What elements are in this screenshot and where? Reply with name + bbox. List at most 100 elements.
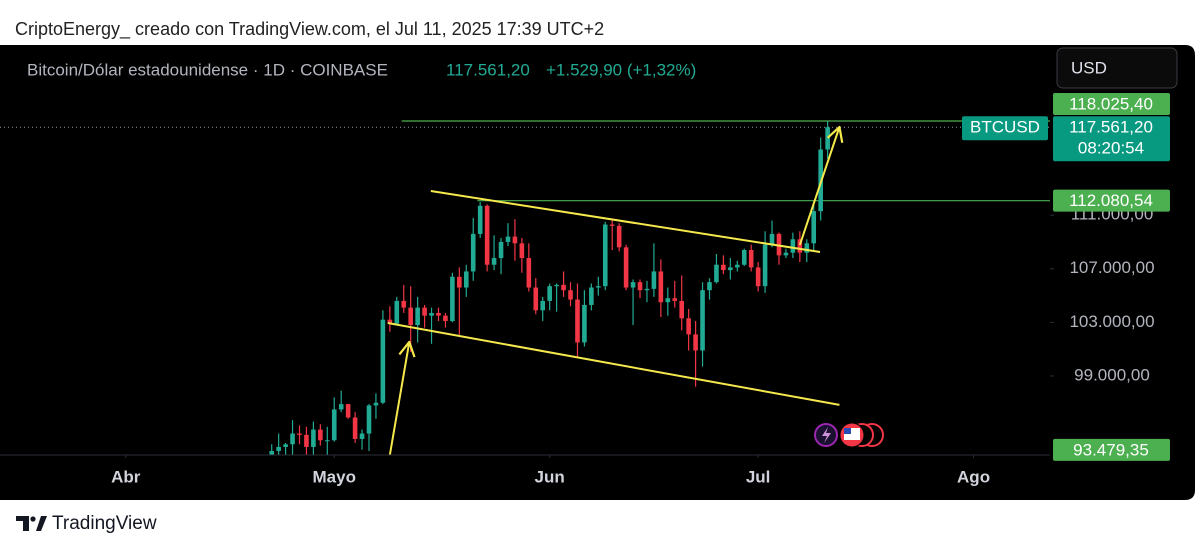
candle-body: [547, 286, 552, 301]
candle-body: [748, 250, 754, 268]
candle-body: [609, 224, 615, 226]
candle-body: [644, 288, 650, 291]
countdown: 08:20:54: [1078, 139, 1144, 158]
candle-body: [596, 286, 601, 288]
ticker-label: BTCUSD: [970, 118, 1040, 137]
candle-body: [484, 205, 490, 265]
candle-body: [700, 290, 705, 351]
y-tick-label: 99.000,00: [1074, 365, 1150, 384]
candle-body: [290, 433, 295, 445]
candle-body: [408, 307, 413, 326]
logo-mark: [16, 516, 29, 531]
axes: Abr Mayo Jun Jul Ago 99.000,00 103.000,00 107.0…: [111, 93, 1170, 486]
candle-body: [429, 312, 434, 316]
candle-body: [436, 312, 441, 316]
candle-body: [519, 243, 525, 259]
candle-body: [318, 429, 323, 441]
x-tick-label: Jul: [746, 467, 771, 486]
candle-body: [512, 236, 518, 244]
candle-body: [637, 282, 643, 291]
footer-brand: TradingView: [52, 513, 157, 534]
price-label-box: [1053, 438, 1170, 461]
candle-body: [352, 417, 358, 439]
candle-body: [602, 224, 608, 287]
candle-body: [665, 298, 671, 303]
last-price-header: 117.561,20: [446, 60, 530, 79]
arrow-line: [388, 341, 411, 455]
symbol-info: Bitcoin/Dólar estadounidense · 1D · COIN…: [27, 60, 388, 79]
price-label: 112.080,54: [1069, 191, 1153, 210]
candle-body: [324, 440, 330, 442]
price-label: 118.025,40: [1069, 95, 1153, 114]
last-price-box: [1053, 116, 1170, 162]
ticker-box: [962, 116, 1048, 141]
candle-body: [276, 446, 281, 451]
y-tick-label: 107.000,00: [1069, 258, 1154, 277]
candle-body: [616, 225, 622, 248]
candle-body: [491, 258, 497, 265]
x-tick-label: Abr: [111, 467, 141, 486]
lightning-icon: [822, 427, 831, 443]
candle-body: [373, 402, 379, 406]
candle-body: [498, 241, 504, 259]
candle-body: [457, 276, 462, 288]
candle-body: [707, 282, 712, 291]
candle-body: [554, 284, 559, 287]
candle-body: [533, 287, 539, 311]
arrow-head: [826, 125, 844, 143]
candle-body: [443, 315, 448, 322]
price-label-box: [1053, 189, 1170, 212]
candle-body: [415, 307, 420, 326]
candle-body: [693, 334, 698, 351]
last-price-label: 117.561,20: [1069, 118, 1153, 137]
candle-body: [783, 252, 789, 256]
candle-body: [331, 409, 337, 441]
arrow-head: [398, 340, 416, 358]
footer-logo: [16, 516, 47, 531]
candle-body: [304, 434, 309, 447]
candle-body: [575, 299, 580, 343]
x-tick-label: Mayo: [313, 467, 356, 486]
candle-body: [734, 264, 740, 268]
candle-body: [658, 271, 664, 303]
candle-body: [797, 239, 803, 253]
candle-body: [686, 318, 691, 335]
price-label-box: [1053, 93, 1170, 116]
x-tick-label: Ago: [957, 467, 990, 486]
event-icons: [814, 422, 884, 448]
candle-body: [568, 290, 573, 300]
candle-body: [582, 304, 587, 343]
candle-body: [623, 247, 629, 288]
candle-body: [651, 271, 657, 289]
candle-body: [338, 404, 344, 410]
candle-body: [714, 264, 719, 283]
candle-body: [755, 267, 761, 287]
logo-mark: [36, 516, 47, 531]
candle-body: [825, 127, 830, 150]
candle-body: [762, 244, 768, 287]
candle-body: [477, 205, 483, 234]
candle-body: [450, 276, 455, 322]
candle-body: [804, 243, 810, 253]
price-change: +1.529,90 (+1,32%): [546, 60, 696, 79]
candle-body: [470, 233, 476, 272]
candle-body: [463, 271, 469, 288]
candle-body: [505, 236, 511, 242]
arrow-line: [798, 126, 841, 246]
candle-body: [561, 284, 566, 291]
candle-body: [401, 300, 407, 308]
currency-button[interactable]: [1056, 47, 1178, 89]
candle-body: [269, 450, 275, 455]
logo-mark: [30, 516, 36, 522]
candle-body: [672, 298, 678, 301]
trend-line: [387, 322, 840, 406]
candle-body: [387, 319, 393, 324]
chart-panel: [0, 45, 1195, 500]
plot-area: [0, 120, 1050, 455]
candle-body: [422, 307, 427, 316]
currency-label[interactable]: USD: [1071, 58, 1107, 77]
candle-body: [589, 287, 594, 305]
candle-body: [811, 211, 817, 244]
